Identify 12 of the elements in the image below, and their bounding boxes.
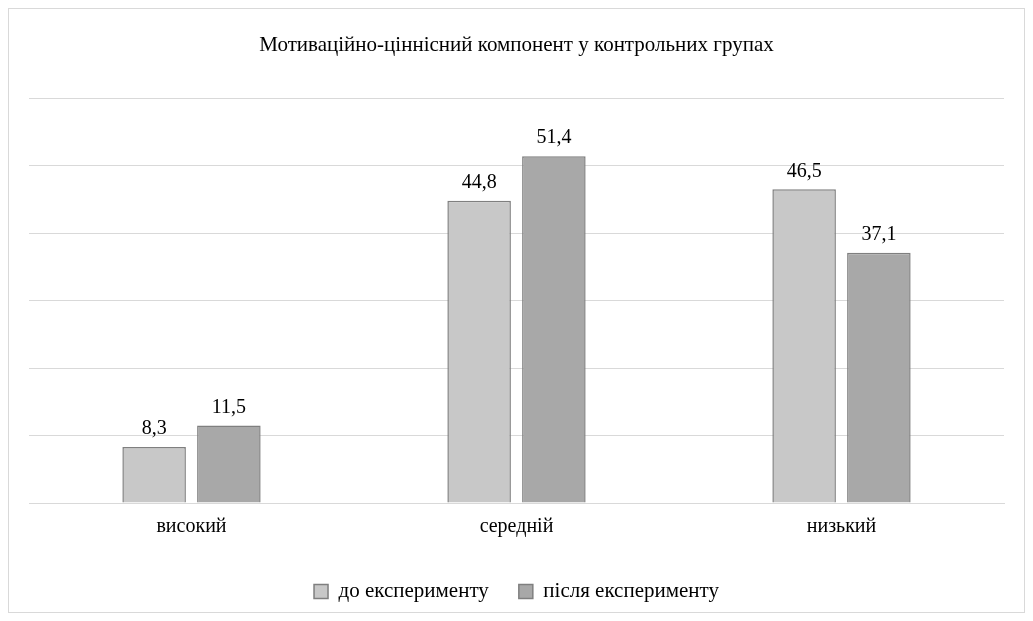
x-tick-label: низький [806, 514, 877, 537]
data-label: 44,8 [461, 170, 497, 192]
data-label: 46,5 [786, 158, 822, 181]
data-label: 11,5 [211, 394, 247, 417]
x-tick-label: високий [156, 514, 227, 537]
data-label: 37,1 [861, 221, 897, 244]
legend-label: до експерименту [338, 578, 490, 603]
chart-title: Мотиваційно-ціннісний компонент у контрольних групах [259, 32, 775, 57]
data-label: 8,3 [141, 416, 167, 439]
legend-label: після експерименту [543, 578, 720, 603]
x-tick-label: середній [479, 514, 554, 538]
data-label: 51,4 [536, 125, 572, 148]
